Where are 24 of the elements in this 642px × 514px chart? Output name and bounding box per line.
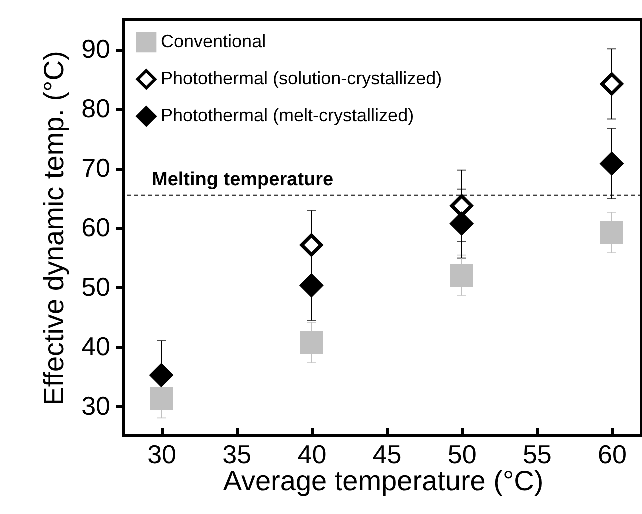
point — [300, 234, 324, 257]
legend-label: Photothermal (melt-crystallized) — [161, 106, 414, 126]
point — [150, 387, 174, 410]
point — [300, 274, 324, 298]
point — [600, 72, 624, 96]
y-axis-title: Effective dynamic temp. (°C) — [38, 51, 70, 406]
y-tick-label: 50 — [82, 272, 110, 302]
x-tick-label: 30 — [148, 440, 176, 470]
legend-label: Conventional — [161, 32, 266, 52]
point — [300, 331, 324, 354]
y-tick-label: 40 — [82, 331, 110, 362]
y-tick-label: 70 — [82, 153, 110, 184]
y-tick-label: 60 — [82, 212, 110, 242]
point — [600, 152, 624, 176]
x-tick-label: 60 — [598, 440, 627, 470]
y-tick-label: 30 — [82, 390, 110, 421]
y-tick-label: 90 — [82, 34, 110, 64]
point — [150, 364, 174, 387]
ref-line-label: Melting temperature — [152, 169, 334, 190]
legend-label: Photothermal (solution-crystallized) — [161, 68, 442, 88]
y-tick-label: 80 — [82, 94, 110, 124]
point — [450, 212, 474, 236]
point — [450, 264, 474, 288]
point — [600, 221, 624, 244]
